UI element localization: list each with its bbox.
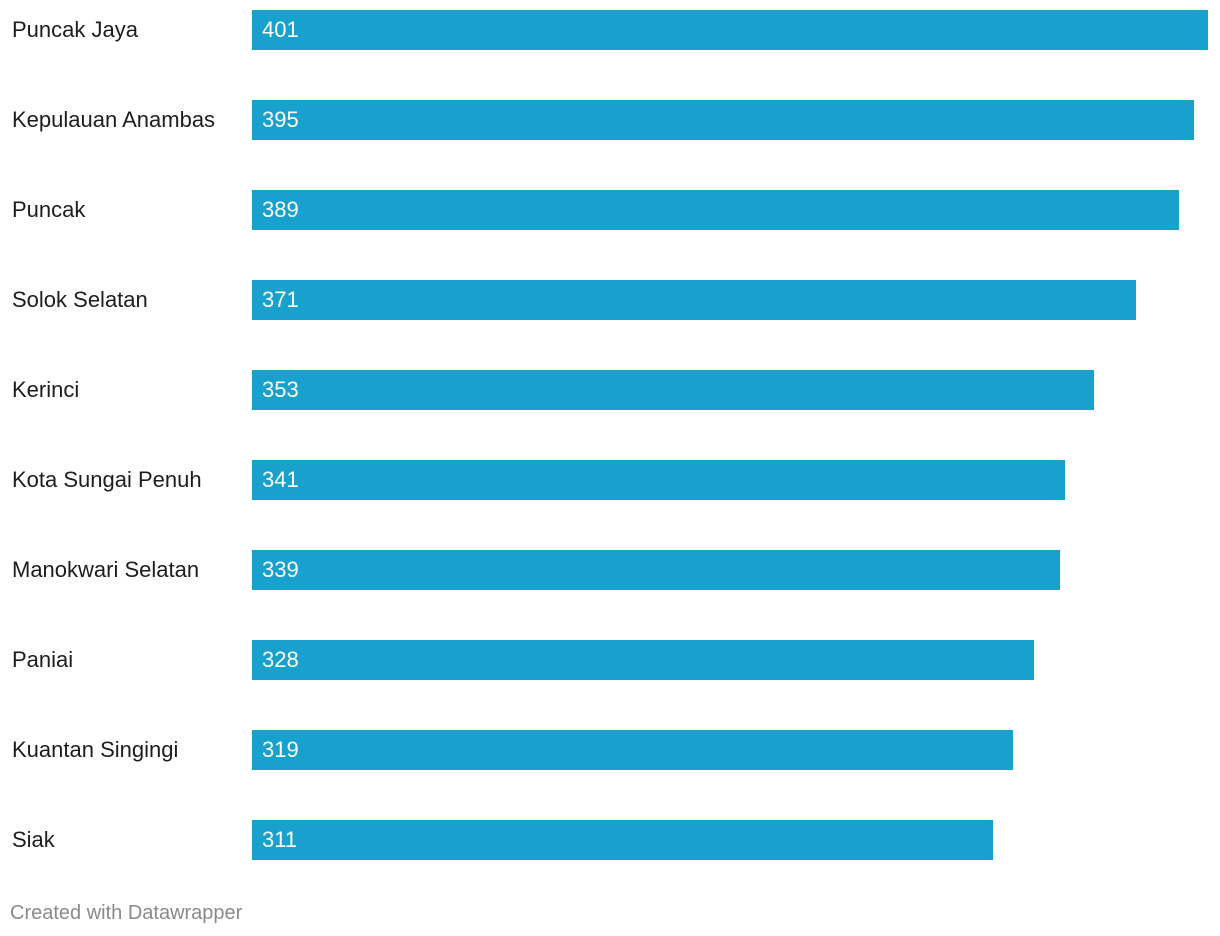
bar-value-label: 371	[262, 287, 299, 312]
bar	[252, 460, 1065, 500]
bar-row: Kepulauan Anambas 395	[0, 100, 1220, 140]
bar-value-label: 341	[262, 467, 299, 492]
bar-chart: Puncak Jaya 401 Kepulauan Anambas 395 Puncak…	[0, 10, 1220, 860]
bar	[252, 550, 1060, 590]
bar-value-label: 401	[262, 17, 299, 42]
bar-row: Solok Selatan 371	[0, 280, 1220, 320]
category-label: Puncak Jaya	[12, 17, 138, 42]
category-label: Kota Sungai Penuh	[12, 467, 202, 492]
bar-value-label: 319	[262, 737, 299, 762]
category-label: Kepulauan Anambas	[12, 107, 216, 132]
category-label: Siak	[12, 827, 55, 852]
bar-row: Kota Sungai Penuh 341	[0, 460, 1220, 500]
bar	[252, 190, 1179, 230]
category-label: Puncak	[12, 197, 86, 222]
category-label: Paniai	[12, 647, 74, 672]
bar-value-label: 311	[262, 827, 298, 852]
bar-row: Puncak Jaya 401	[0, 10, 1220, 50]
bar	[252, 10, 1208, 50]
category-label: Kuantan Singingi	[12, 737, 179, 762]
bar-value-label: 328	[262, 647, 299, 672]
bar-row: Manokwari Selatan 339	[0, 550, 1220, 590]
category-label: Solok Selatan	[12, 287, 148, 312]
bar-value-label: 353	[262, 377, 299, 402]
bar	[252, 370, 1094, 410]
bar	[252, 640, 1034, 680]
bar-value-label: 339	[262, 557, 299, 582]
bar	[252, 280, 1136, 320]
bar	[252, 730, 1013, 770]
bar-row: Puncak 389	[0, 190, 1220, 230]
bar-row: Paniai 328	[0, 640, 1220, 680]
bar-row: Siak 311	[0, 820, 1220, 860]
bar-value-label: 389	[262, 197, 299, 222]
bar-row: Kuantan Singingi 319	[0, 730, 1220, 770]
category-label: Kerinci	[12, 377, 80, 402]
credit-text: Created with Datawrapper	[10, 902, 243, 924]
bar-row: Kerinci 353	[0, 370, 1220, 410]
bar	[252, 820, 993, 860]
bar-value-label: 395	[262, 107, 299, 132]
category-label: Manokwari Selatan	[12, 557, 200, 582]
bar	[252, 100, 1194, 140]
